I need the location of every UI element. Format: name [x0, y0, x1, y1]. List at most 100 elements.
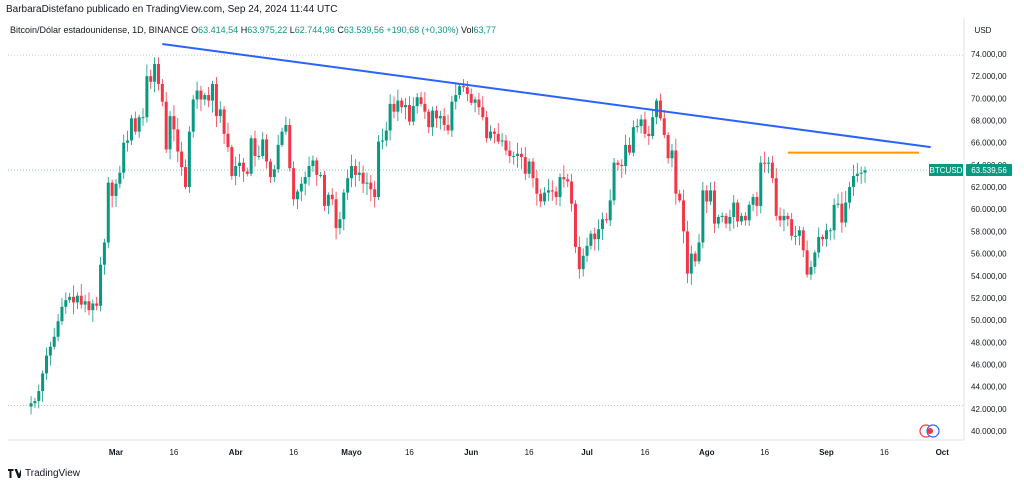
candle [257, 145, 261, 160]
candle [183, 159, 187, 190]
candle [373, 180, 377, 208]
candle [199, 85, 203, 112]
candle [732, 195, 736, 229]
candle [118, 165, 122, 189]
candle [531, 158, 535, 188]
candle [616, 159, 620, 171]
candle [419, 91, 423, 107]
candle [755, 191, 759, 217]
candle [635, 119, 639, 133]
candle [122, 134, 126, 179]
currency-selector[interactable]: USD [974, 26, 992, 35]
candle [334, 191, 338, 240]
candle [624, 134, 628, 175]
candle [110, 179, 114, 208]
candle [693, 251, 697, 267]
candle [133, 111, 137, 135]
candle [662, 109, 666, 139]
candle [423, 92, 427, 120]
descending-trendline[interactable] [162, 43, 931, 149]
candle [527, 158, 531, 179]
candle [207, 86, 211, 108]
x-tick-label: 16 [525, 448, 534, 457]
candle [384, 121, 388, 147]
candle [380, 128, 384, 150]
candle [361, 165, 365, 193]
candle [222, 105, 226, 144]
candle [546, 178, 550, 202]
candle [238, 153, 242, 177]
candle [778, 207, 782, 227]
candle [195, 81, 199, 110]
candle [299, 177, 303, 202]
candle [407, 96, 411, 126]
x-tick-label: Mar [109, 448, 123, 457]
candle [562, 165, 566, 188]
candle [396, 89, 400, 122]
candle [697, 234, 701, 265]
x-tick-label: Ago [699, 448, 715, 457]
candle [759, 155, 763, 214]
candle [72, 285, 76, 315]
candle [129, 114, 133, 145]
economic-event-icon[interactable] [919, 424, 940, 438]
candle [438, 110, 442, 130]
candle [176, 117, 180, 163]
candle [709, 182, 713, 206]
candle [651, 110, 655, 140]
candle [187, 126, 191, 193]
candle [832, 198, 836, 240]
candle [153, 57, 157, 93]
candle [682, 189, 686, 244]
candle [37, 384, 41, 409]
candle [712, 181, 716, 233]
candle [489, 125, 493, 141]
candle [570, 173, 574, 212]
candle [612, 157, 616, 206]
candle [284, 116, 288, 135]
candle [631, 120, 635, 157]
candle [29, 396, 33, 415]
candle [743, 212, 747, 226]
candle [539, 188, 543, 208]
y-tick-label: 50.000,00 [971, 316, 1007, 325]
symbol-tag: BTCUSD [930, 166, 963, 175]
x-tick-label: 16 [405, 448, 414, 457]
candle [639, 114, 643, 134]
candle [589, 230, 593, 250]
candle [64, 292, 68, 314]
publisher-line: BarbaraDistefano publicado en TradingVie… [6, 4, 338, 15]
candle [145, 64, 149, 123]
x-tick-label: Mayo [341, 448, 362, 457]
candle [794, 225, 798, 245]
candle [492, 128, 496, 144]
candle [805, 240, 809, 278]
candle [102, 238, 106, 275]
y-tick-label: 46.000,00 [971, 360, 1007, 369]
candle [68, 292, 72, 303]
low-value: 62.744,96 [294, 25, 335, 35]
candle [597, 219, 601, 251]
low-label: L [289, 25, 295, 35]
candle [496, 123, 500, 145]
candle [288, 118, 292, 172]
candle [863, 166, 867, 183]
open-value: 63.414,54 [198, 25, 239, 35]
candle [658, 93, 662, 121]
candle [330, 188, 334, 206]
candle [292, 161, 296, 206]
candle [214, 77, 218, 128]
candle [736, 199, 740, 228]
candle [512, 151, 516, 165]
candle [311, 155, 315, 172]
candle [809, 260, 813, 280]
high-label: H [240, 25, 248, 35]
volume-value: 63,77 [473, 25, 497, 35]
y-tick-label: 70.000,00 [971, 94, 1007, 103]
candle [666, 131, 670, 164]
x-tick-label: 16 [760, 448, 769, 457]
candle [446, 114, 450, 135]
candle [377, 134, 381, 201]
candle [828, 227, 832, 241]
